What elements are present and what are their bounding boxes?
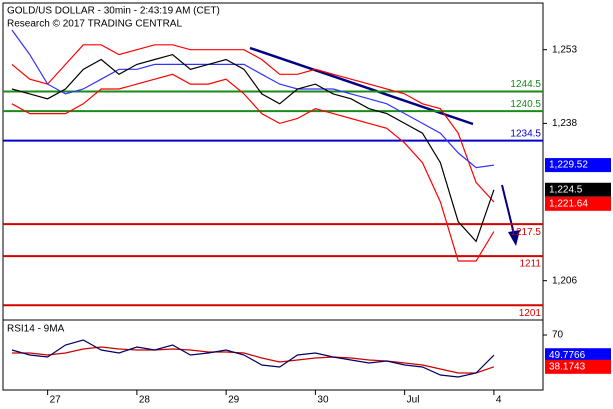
main-panel (2, 2, 544, 321)
series-line (11, 53, 495, 243)
series-line (11, 73, 495, 262)
y-tick-label: 70 (552, 330, 564, 341)
value-box (545, 158, 611, 173)
chart-subtitle: Research © 2017 TRADING CENTRAL (7, 19, 182, 30)
value-box-label: 49.7766 (549, 350, 586, 361)
trend-line (249, 46, 474, 126)
series-line (11, 44, 495, 203)
x-tick-label: Jul (407, 395, 420, 406)
level-label: 1211 (519, 259, 541, 270)
x-tick-label: 29 (228, 395, 240, 406)
series-line (11, 346, 495, 374)
value-box-label: 38.1743 (549, 361, 586, 372)
value-box (545, 348, 611, 363)
y-tick-label: 1,206 (552, 275, 577, 286)
level-label: 1217.5 (510, 227, 541, 238)
x-tick-label: 4 (496, 395, 502, 406)
series-line (11, 339, 495, 378)
y-tick-label: 1,238 (552, 118, 577, 129)
rsi-panel (2, 319, 544, 391)
x-tick-label: 28 (139, 395, 151, 406)
chart-title: GOLD/US DOLLAR - 30min - 2:43:19 AM (CET… (7, 6, 220, 17)
value-box-label: 1,229.52 (549, 160, 588, 171)
value-box (545, 182, 611, 197)
level-label: 1244.5 (510, 79, 541, 90)
level-label: 1240.5 (510, 99, 541, 110)
y-tick-label: 1,253 (552, 44, 577, 55)
arrow-shaft (501, 184, 515, 235)
rsi-title: RSI14 - 9MA (7, 324, 65, 335)
x-tick-label: 27 (50, 395, 62, 406)
level-label: 1234.5 (510, 128, 541, 139)
series-line (11, 29, 494, 169)
arrow-head (508, 230, 520, 246)
value-box-label: 1,224.5 (549, 184, 583, 195)
value-box-label: 1,221.64 (549, 198, 588, 209)
level-label: 1201 (519, 308, 542, 319)
x-tick-label: 30 (317, 395, 329, 406)
value-box (545, 196, 611, 211)
value-box (545, 359, 611, 374)
